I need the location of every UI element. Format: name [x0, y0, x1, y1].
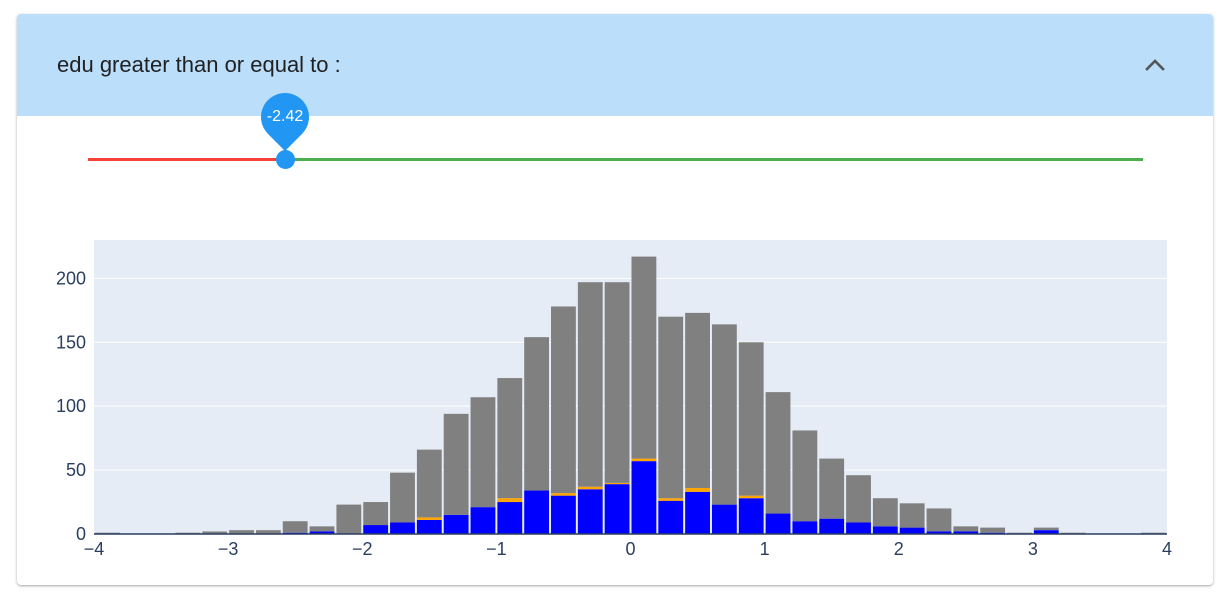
filter-card-header[interactable]: edu greater than or equal to :: [17, 14, 1213, 116]
histogram-bar: [497, 502, 523, 534]
y-tick-label: 200: [56, 268, 86, 288]
histogram-bar: [416, 517, 442, 520]
x-tick-label: 1: [760, 539, 770, 559]
histogram-bar: [819, 518, 845, 534]
x-tick-label: −4: [84, 539, 105, 559]
histogram-bar: [443, 514, 469, 534]
histogram-bar: [470, 397, 496, 508]
histogram-bar: [846, 522, 871, 534]
histogram-bar: [363, 502, 389, 526]
histogram-bar: [390, 472, 415, 523]
histogram-bar: [551, 495, 576, 534]
histogram-bar: [497, 498, 523, 503]
histogram-bar: [926, 508, 952, 532]
histogram-bar: [202, 531, 228, 534]
y-tick-label: 100: [56, 396, 86, 416]
x-tick-label: 4: [1162, 539, 1172, 559]
histogram-bar: [631, 256, 657, 459]
histogram-bar: [282, 521, 308, 533]
histogram-bar: [846, 475, 871, 523]
histogram-bar: [953, 531, 979, 534]
histogram-bar: [604, 482, 630, 485]
histogram-bar: [229, 530, 254, 534]
histogram-bar: [899, 527, 925, 534]
histogram-bar: [792, 521, 818, 534]
histogram-bar: [577, 489, 603, 534]
chevron-up-icon[interactable]: [1143, 52, 1167, 76]
histogram-bar: [819, 458, 845, 519]
histogram-svg: 0 50 100 150 200 −4 −3 −2 −1 0 1 2 3 4: [56, 240, 1172, 559]
histogram-bar: [336, 504, 362, 534]
histogram-chart: 0 50 100 150 200 −4 −3 −2 −1 0 1 2 3 4: [37, 224, 1207, 564]
histogram-bar: [255, 530, 281, 534]
histogram-bar: [685, 312, 710, 488]
slider-track-above[interactable]: [285, 158, 1143, 161]
edu-threshold-slider[interactable]: -2.42: [88, 83, 1143, 188]
histogram-bar: [953, 526, 979, 532]
histogram-bar: [685, 487, 710, 492]
histogram-bar: [1033, 527, 1059, 531]
y-tick-label: 150: [56, 332, 86, 352]
histogram-bar: [738, 498, 764, 534]
histogram-bar: [631, 461, 657, 534]
slider-value-text: -2.42: [266, 108, 304, 125]
histogram-bar: [1033, 530, 1059, 534]
histogram-bar: [631, 458, 657, 462]
histogram-bar: [577, 282, 603, 487]
histogram-bar: [497, 378, 523, 499]
x-tick-label: 0: [625, 539, 635, 559]
histogram-bar: [577, 486, 603, 490]
histogram-bar: [416, 449, 442, 518]
histogram-bar: [658, 500, 684, 534]
x-tick-label: −2: [352, 539, 373, 559]
histogram-bar: [524, 490, 550, 534]
x-tick-label: −3: [218, 539, 239, 559]
histogram-bar: [551, 306, 576, 494]
x-tick-label: 3: [1028, 539, 1038, 559]
histogram-bar: [363, 525, 389, 534]
histogram-bar: [604, 484, 630, 534]
slider-thumb[interactable]: [276, 150, 295, 169]
slider-track-below[interactable]: [88, 158, 285, 161]
histogram-bar: [899, 503, 925, 528]
histogram-bar: [685, 491, 710, 534]
histogram-bar: [711, 504, 737, 534]
x-tick-label: 2: [894, 539, 904, 559]
histogram-bar: [711, 324, 737, 505]
histogram-bar: [443, 413, 469, 515]
histogram-bar: [792, 430, 818, 522]
histogram-bar: [416, 519, 442, 534]
histogram-bar: [738, 342, 764, 496]
filter-card: edu greater than or equal to : -2.42 0 50…: [17, 14, 1213, 585]
histogram-bar: [470, 507, 496, 534]
histogram-bar: [658, 316, 684, 499]
histogram-bar: [309, 526, 335, 532]
plot-background: [94, 240, 1167, 534]
histogram-bar: [390, 522, 415, 534]
histogram-bar: [980, 527, 1006, 533]
histogram-bar: [738, 495, 764, 499]
histogram-bar: [765, 392, 791, 514]
histogram-bar: [765, 513, 791, 534]
histogram-bar: [309, 531, 335, 534]
histogram-bar: [604, 282, 630, 483]
y-tick-label: 50: [66, 460, 86, 480]
histogram-bar: [872, 526, 898, 534]
filter-title: edu greater than or equal to :: [57, 52, 341, 77]
histogram-bar: [551, 493, 576, 496]
y-tick-label: 0: [76, 524, 86, 544]
histogram-bar: [872, 498, 898, 527]
histogram-bar: [926, 531, 952, 534]
histogram-bar: [658, 498, 684, 501]
x-tick-label: −1: [486, 539, 507, 559]
slider-value-label: -2.42: [251, 83, 319, 151]
histogram-bar: [524, 337, 550, 491]
